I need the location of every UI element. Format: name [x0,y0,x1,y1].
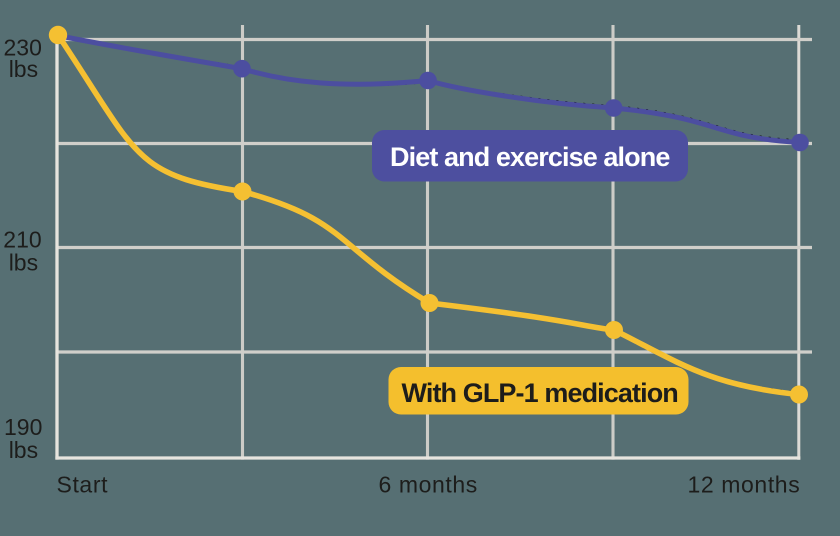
svg-text:With GLP-1 medication: With GLP-1 medication [402,378,678,408]
svg-text:lbs: lbs [9,56,38,82]
svg-text:lbs: lbs [9,249,38,275]
svg-text:Diet and exercise alone: Diet and exercise alone [390,142,670,172]
svg-text:230: 230 [4,35,42,61]
svg-text:210: 210 [3,226,41,252]
svg-text:190: 190 [4,414,42,440]
svg-text:lbs: lbs [9,437,38,463]
svg-text:6 months: 6 months [379,472,478,498]
svg-text:Start: Start [57,472,109,498]
svg-text:12 months: 12 months [688,472,801,498]
